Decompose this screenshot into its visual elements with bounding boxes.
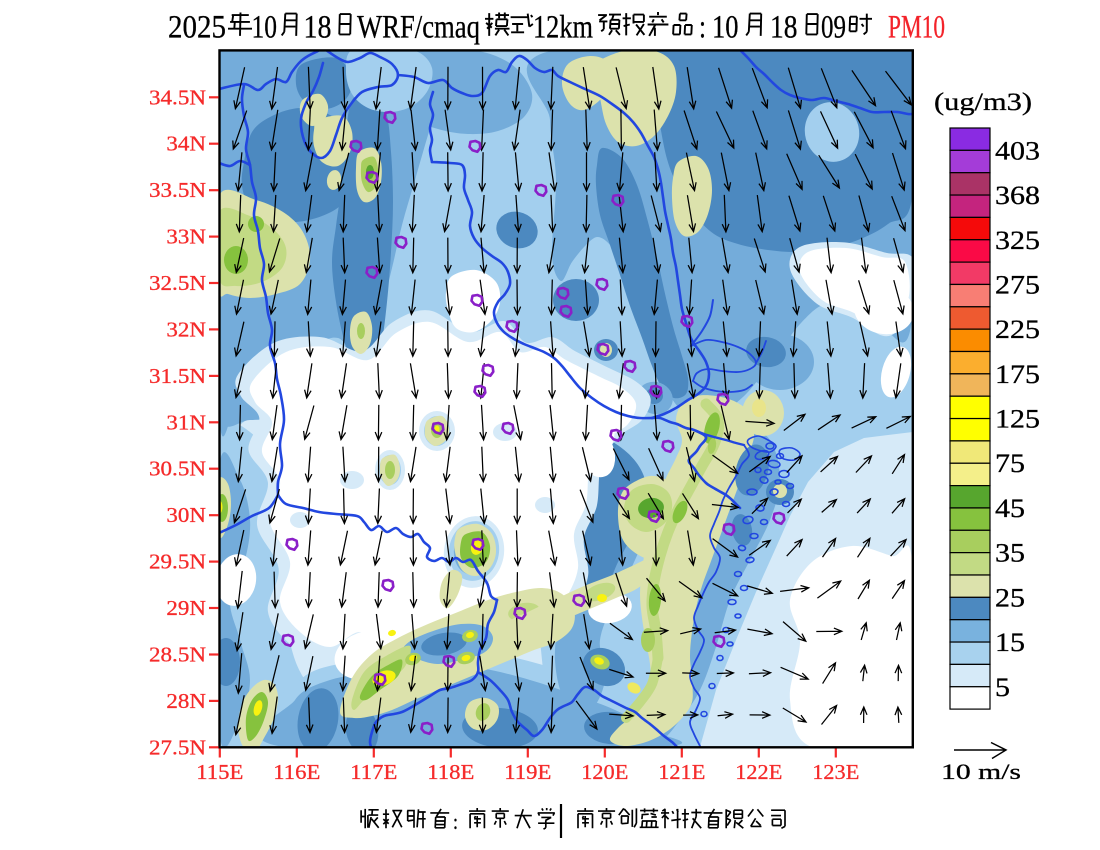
svg-text:122E: 122E bbox=[735, 760, 782, 784]
svg-text:175: 175 bbox=[995, 360, 1040, 389]
svg-text:31N: 31N bbox=[166, 410, 206, 434]
svg-text:28.5N: 28.5N bbox=[149, 643, 206, 667]
svg-text:5: 5 bbox=[995, 673, 1010, 702]
svg-text:10 m/s: 10 m/s bbox=[941, 759, 1021, 784]
svg-text:29.5N: 29.5N bbox=[149, 550, 206, 574]
svg-text:31.5N: 31.5N bbox=[149, 364, 206, 388]
svg-text:33.5N: 33.5N bbox=[149, 178, 206, 202]
svg-text:403: 403 bbox=[995, 136, 1040, 165]
svg-text:368: 368 bbox=[995, 181, 1040, 210]
svg-text:PM10: PM10 bbox=[888, 10, 945, 46]
svg-text:123E: 123E bbox=[812, 760, 859, 784]
svg-text:117E: 117E bbox=[350, 760, 397, 784]
svg-text:30.5N: 30.5N bbox=[149, 457, 206, 481]
svg-text:10: 10 bbox=[252, 10, 278, 46]
svg-text:34N: 34N bbox=[166, 132, 206, 156]
svg-text:33N: 33N bbox=[166, 225, 206, 249]
svg-text::: : bbox=[699, 10, 706, 46]
svg-text:12km: 12km bbox=[533, 10, 593, 46]
svg-text:WRF/cmaq: WRF/cmaq bbox=[357, 10, 480, 46]
svg-text:118E: 118E bbox=[427, 760, 474, 784]
svg-text:125: 125 bbox=[995, 405, 1040, 434]
svg-text:32.5N: 32.5N bbox=[149, 271, 206, 295]
svg-text:45: 45 bbox=[995, 494, 1025, 523]
svg-text:116E: 116E bbox=[273, 760, 320, 784]
svg-text:18: 18 bbox=[770, 10, 798, 46]
svg-text:121E: 121E bbox=[658, 760, 705, 784]
svg-text:34.5N: 34.5N bbox=[149, 85, 206, 109]
svg-text:275: 275 bbox=[995, 271, 1040, 300]
svg-text:225: 225 bbox=[995, 315, 1040, 344]
svg-text:32N: 32N bbox=[166, 317, 206, 341]
svg-text::: : bbox=[453, 809, 458, 834]
svg-text:09: 09 bbox=[821, 10, 846, 46]
svg-text:120E: 120E bbox=[581, 760, 628, 784]
svg-text:2025: 2025 bbox=[168, 10, 226, 46]
svg-text:27.5N: 27.5N bbox=[149, 735, 206, 759]
svg-text:25: 25 bbox=[995, 583, 1025, 612]
svg-text:30N: 30N bbox=[166, 503, 206, 527]
svg-text:119E: 119E bbox=[504, 760, 551, 784]
svg-text:35: 35 bbox=[995, 539, 1025, 568]
svg-text:10: 10 bbox=[712, 10, 739, 46]
svg-text:29N: 29N bbox=[166, 596, 206, 620]
svg-text:115E: 115E bbox=[196, 760, 243, 784]
svg-text:(ug/m3): (ug/m3) bbox=[934, 89, 1032, 116]
svg-text:325: 325 bbox=[995, 226, 1040, 255]
svg-text:18: 18 bbox=[304, 10, 332, 46]
svg-text:75: 75 bbox=[995, 449, 1025, 478]
svg-text:28N: 28N bbox=[166, 689, 206, 713]
svg-text:15: 15 bbox=[995, 628, 1025, 657]
